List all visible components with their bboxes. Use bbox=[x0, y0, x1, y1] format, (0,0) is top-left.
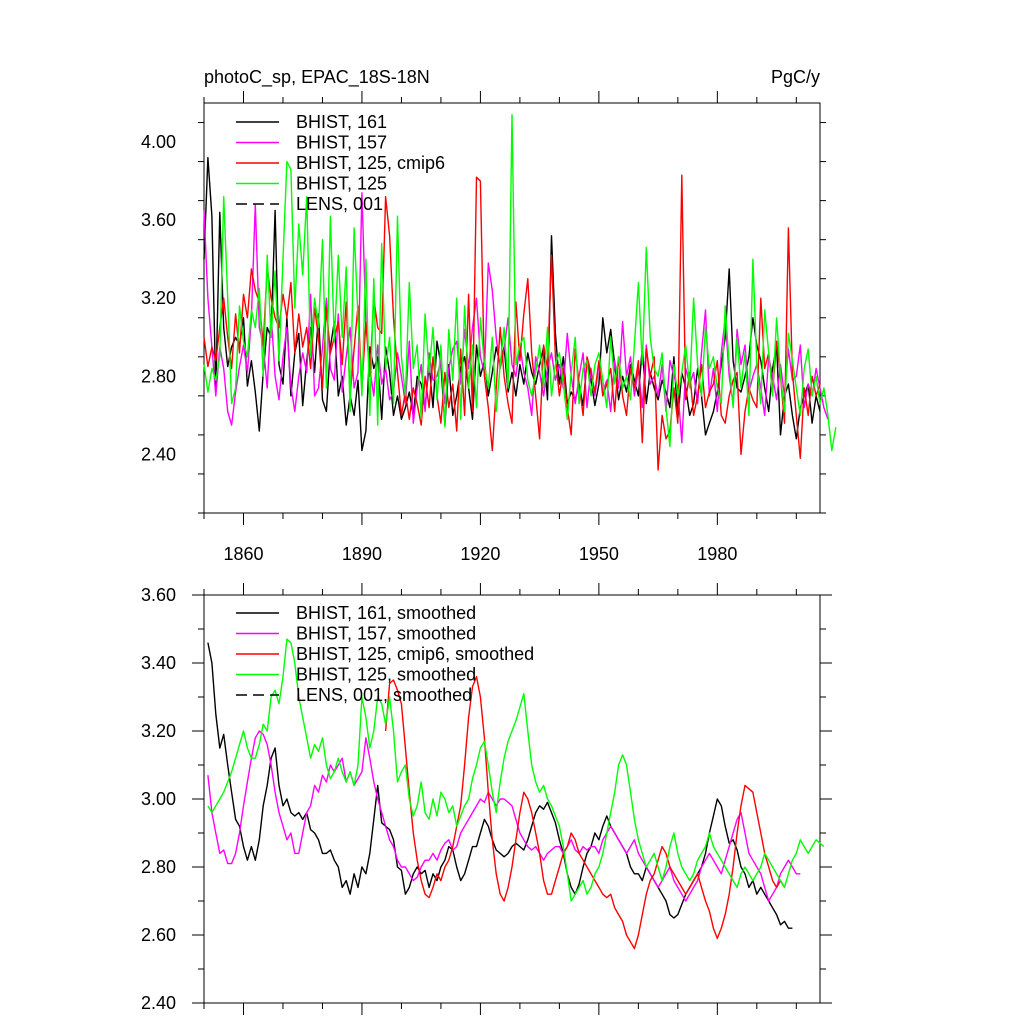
legend-label: LENS, 001, smoothed bbox=[296, 685, 472, 705]
series-line-2 bbox=[384, 675, 786, 950]
y-tick-label: 2.40 bbox=[141, 444, 176, 464]
bottom-panel: 2.40 2.60 2.80 3.00 3.20 3.40 3.60 BHIST, 161, … bbox=[141, 583, 832, 1015]
legend-label: BHIST, 157 bbox=[296, 133, 387, 153]
legend-label: LENS, 001 bbox=[296, 194, 383, 214]
y-tick-label: 2.80 bbox=[141, 857, 176, 877]
legend-label: BHIST, 125 bbox=[296, 174, 387, 194]
series-line-3 bbox=[207, 638, 825, 902]
x-tick-label: 1950 bbox=[579, 544, 619, 564]
y-tick-label: 3.40 bbox=[141, 653, 176, 673]
x-tick-label: 1920 bbox=[460, 544, 500, 564]
y-tick-label: 3.20 bbox=[141, 288, 176, 308]
panel-title-left: photoC_sp, EPAC_18S-18N bbox=[204, 67, 430, 88]
y-tick-label: 3.20 bbox=[141, 721, 176, 741]
legend-label: BHIST, 125, cmip6, smoothed bbox=[296, 644, 534, 664]
y-tick-label: 2.80 bbox=[141, 366, 176, 386]
legend-label: BHIST, 125, smoothed bbox=[296, 665, 476, 685]
y-tick-label: 3.60 bbox=[141, 585, 176, 605]
legend-label: BHIST, 161, smoothed bbox=[296, 603, 476, 623]
series-line-1 bbox=[207, 730, 801, 902]
y-tick-label: 2.40 bbox=[141, 993, 176, 1013]
y-tick-label: 4.00 bbox=[141, 132, 176, 152]
x-tick-label: 1980 bbox=[697, 544, 737, 564]
y-tick-label: 3.60 bbox=[141, 210, 176, 230]
y-tick-label: 2.60 bbox=[141, 925, 176, 945]
series-line-3 bbox=[203, 113, 837, 452]
x-tick-label: 1860 bbox=[223, 544, 263, 564]
legend-label: BHIST, 161 bbox=[296, 112, 387, 132]
top-panel: photoC_sp, EPAC_18S-18N PgC/y 1860 1890 19… bbox=[141, 67, 837, 564]
x-tick-label: 1890 bbox=[342, 544, 382, 564]
legend-label: BHIST, 125, cmip6 bbox=[296, 153, 445, 173]
y-tick-label: 3.00 bbox=[141, 789, 176, 809]
series-line-2 bbox=[203, 174, 821, 471]
panel-units: PgC/y bbox=[771, 67, 820, 87]
plot-frame bbox=[203, 102, 821, 514]
legend-label: BHIST, 157, smoothed bbox=[296, 624, 476, 644]
